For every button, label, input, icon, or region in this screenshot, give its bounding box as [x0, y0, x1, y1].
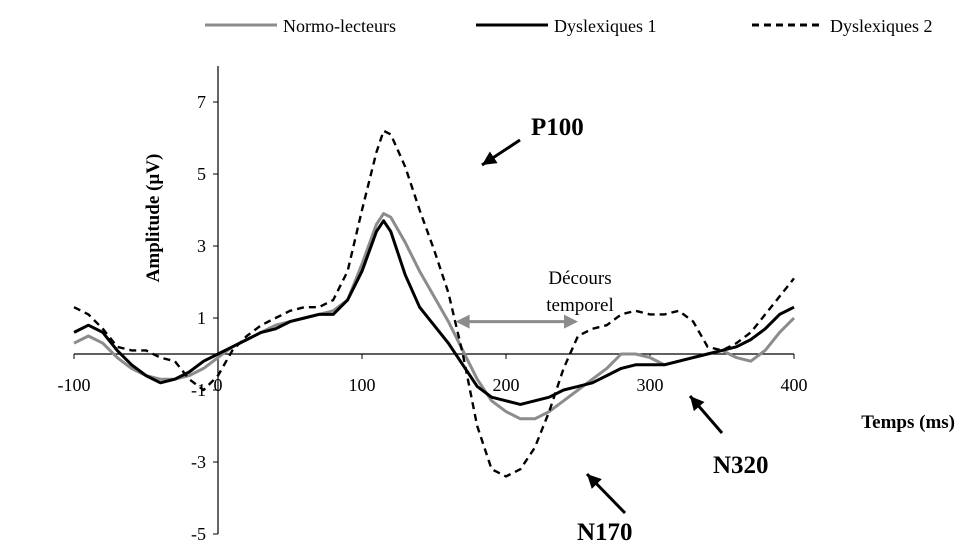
series-line-2 — [73, 219, 795, 406]
label-p100: P100 — [531, 114, 584, 141]
range-arrow — [455, 314, 578, 329]
annotation-layer: P100 N170 N320 Décours temporel — [455, 114, 769, 546]
range-arrow-head-left — [455, 314, 470, 329]
arrow-n170 — [585, 472, 627, 515]
y-tick-label: 3 — [197, 236, 206, 256]
label-n170: N170 — [577, 519, 633, 546]
y-tick-label: 7 — [197, 92, 206, 112]
y-tick-label: 5 — [197, 164, 206, 184]
y-tick-label: -5 — [191, 524, 206, 544]
label-n320: N320 — [713, 452, 769, 479]
series-layer — [73, 129, 796, 478]
x-tick-label: 400 — [781, 375, 808, 395]
range-arrow-head-right — [564, 314, 578, 329]
x-tick-label: 200 — [493, 375, 520, 395]
legend-label-3: Dyslexiques 2 — [830, 16, 933, 36]
legend-label-2: Dyslexiques 1 — [554, 16, 657, 36]
arrow-n320 — [688, 395, 724, 434]
arrow-p100-head — [482, 151, 498, 165]
y-tick-label: -1 — [191, 380, 206, 400]
arrow-n320-head — [690, 396, 705, 412]
x-tick-label: 0 — [214, 375, 223, 395]
y-tick-label: -3 — [191, 452, 206, 472]
y-tick-label: 1 — [197, 308, 206, 328]
x-tick-label: -100 — [58, 375, 91, 395]
arrow-p100 — [481, 138, 521, 167]
x-tick-label: 300 — [637, 375, 664, 395]
chart-legend: Normo-lecteurs Dyslexiques 1 Dyslexiques 2 — [205, 16, 933, 36]
series-line-3 — [73, 129, 795, 478]
x-axis-label: Temps (ms) — [861, 412, 955, 433]
y-axis-label: Amplitude (µV) — [143, 154, 164, 283]
label-temporel: temporel — [546, 295, 614, 316]
x-tick-label: 100 — [349, 375, 376, 395]
arrow-n170-head — [587, 474, 602, 489]
legend-label-1: Normo-lecteurs — [283, 16, 396, 36]
chart-axes: -5 -3 -1 1 3 5 7 -100 0 100 200 300 400 Temps (ms) Amp… — [58, 66, 955, 544]
label-decours: Décours — [548, 268, 611, 289]
